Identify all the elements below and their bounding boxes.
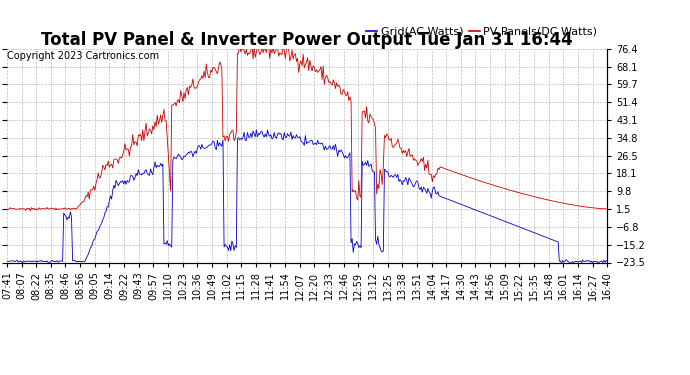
Legend: Grid(AC Watts), PV Panels(DC Watts): Grid(AC Watts), PV Panels(DC Watts) — [362, 22, 602, 41]
Text: Copyright 2023 Cartronics.com: Copyright 2023 Cartronics.com — [7, 51, 159, 61]
Title: Total PV Panel & Inverter Power Output Tue Jan 31 16:44: Total PV Panel & Inverter Power Output T… — [41, 31, 573, 49]
